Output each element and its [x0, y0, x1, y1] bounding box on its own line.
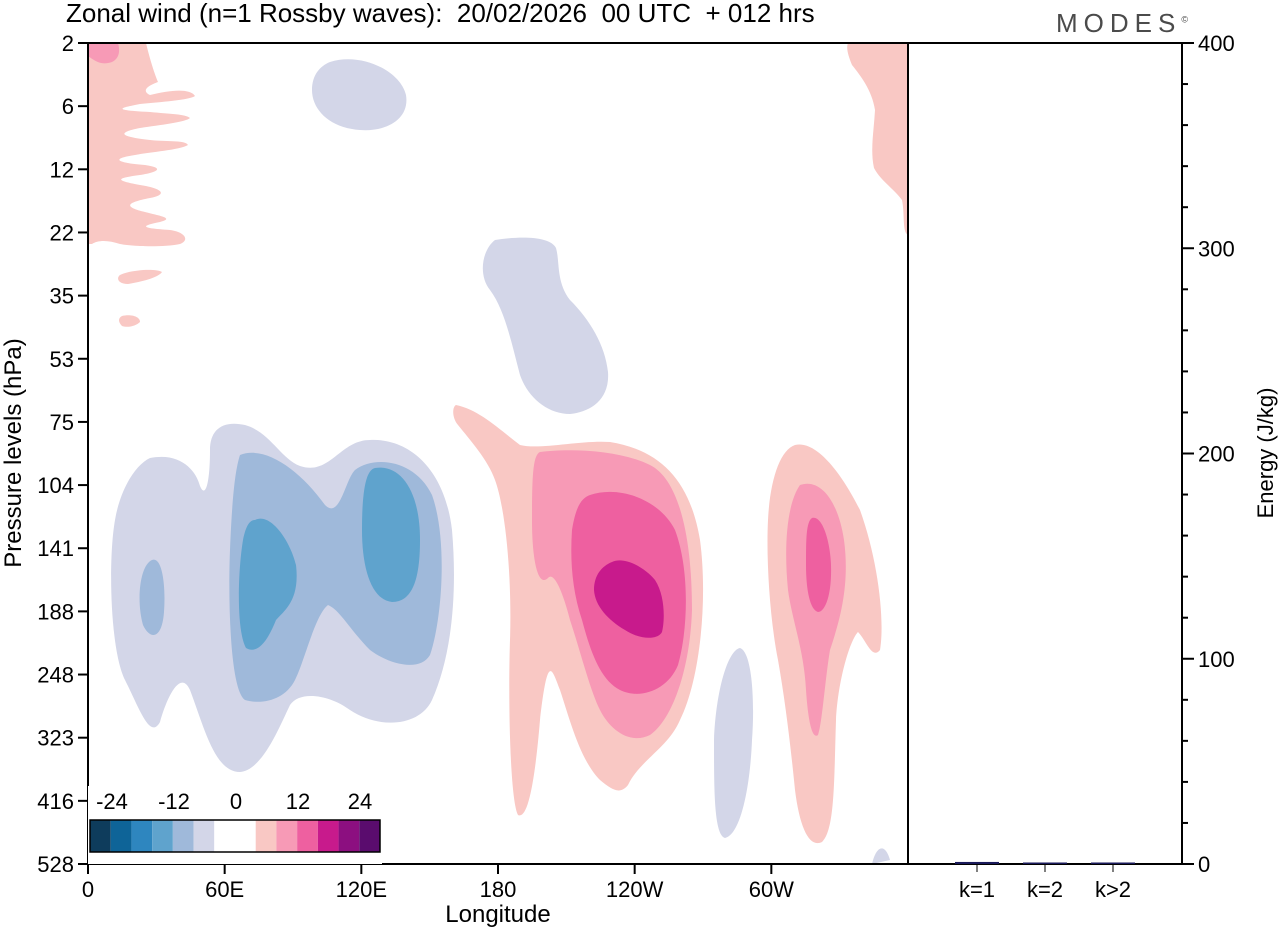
colorbar-cell: [131, 820, 153, 852]
colorbar-label: 24: [348, 789, 372, 814]
colorbar-cell: [338, 820, 360, 852]
colorbar-label: 0: [230, 789, 242, 814]
colorbar-cell: [359, 820, 380, 852]
x-tick-label: 180: [480, 877, 517, 902]
colorbar-label: -12: [158, 789, 190, 814]
y-tick-label: 188: [37, 599, 74, 624]
y-tick-label: 323: [37, 726, 74, 751]
contour-neg-35E-l2: [139, 559, 165, 635]
y-tick-label: 416: [37, 789, 74, 814]
y-axis: 2 6 12 22 35 53 75 104 141 188 248 323 416 528: [37, 31, 88, 877]
y-tick-label: 6: [62, 94, 74, 119]
x-axis-label: Longitude: [445, 901, 550, 928]
contour-pos-strat-l2: [88, 43, 120, 64]
y-axis-label: Pressure levels (hPa): [0, 338, 27, 567]
contour-neg-upper-dateline: [482, 237, 609, 414]
energy-category-label: k=1: [959, 877, 995, 902]
contour-pos-strat-small2: [119, 315, 140, 327]
energy-tick-label: 100: [1198, 647, 1235, 672]
colorbar-frame: [89, 819, 381, 853]
x-axis: 0 60E 120E 180 120W 60W: [82, 864, 794, 902]
energy-tick-label: 200: [1198, 442, 1235, 467]
energy-bar: [955, 861, 999, 864]
x-tick-label: 120E: [336, 877, 387, 902]
contour-pos-west-l3: [806, 517, 832, 612]
colorbar-label: 12: [286, 789, 310, 814]
contour-neg-130E-l3: [362, 467, 420, 602]
energy-category-label: k=2: [1027, 877, 1063, 902]
energy-bar: [1091, 862, 1135, 864]
energy-panel: 0 100 200 300 400 k=1 k=2 k>2 Energy (J/kg): [908, 31, 1278, 902]
energy-axis-label: Energy (J/kg): [1253, 388, 1278, 519]
y-tick-label: 2: [62, 31, 74, 56]
colorbar-cell: [172, 820, 194, 852]
y-tick-label: 12: [50, 157, 74, 182]
colorbar-cell: [193, 820, 215, 852]
chart-title: Zonal wind (n=1 Rossby waves): 20/02/202…: [66, 0, 815, 28]
colorbar-cell: [110, 820, 132, 852]
contour-pos-east-l4: [594, 560, 664, 638]
y-tick-label: 104: [37, 473, 74, 498]
colorbar-cell: [152, 820, 173, 852]
y-tick-label: 248: [37, 663, 74, 688]
x-tick-label: 0: [82, 877, 94, 902]
y-tick-label: 22: [50, 220, 74, 245]
y-tick-label: 528: [37, 852, 74, 877]
colorbar-cell: [90, 820, 111, 852]
y-tick-label: 141: [37, 536, 74, 561]
logo-copyright-mark: ©: [1181, 14, 1188, 25]
colorbar-cell: [276, 820, 298, 852]
y-tick-label: 53: [50, 347, 74, 372]
energy-tick-label: 300: [1198, 236, 1235, 261]
x-tick-label: 120W: [606, 877, 664, 902]
colorbar-cell: [255, 820, 277, 852]
contour-pos-strat-east: [847, 43, 908, 235]
colorbar-cell: [297, 820, 318, 852]
contour-neg-70E-l3: [238, 518, 297, 650]
contour-neg-bottom-20W: [872, 848, 890, 864]
logo-text: MODES: [1056, 8, 1182, 38]
y-tick-label: 75: [50, 410, 74, 435]
energy-tick-label: 0: [1198, 852, 1210, 877]
colorbar-cell: [214, 820, 235, 852]
contour-neg-lower-60W: [714, 648, 754, 838]
contour-pos-strat-small1: [118, 269, 162, 284]
x-tick-label: 60W: [749, 877, 794, 902]
contour-field: [88, 43, 908, 864]
colorbar-cell: [235, 820, 256, 852]
modes-logo: MODES©: [1056, 8, 1188, 39]
x-tick-label: 60E: [205, 877, 244, 902]
energy-tick-label: 400: [1198, 31, 1235, 56]
y-tick-label: 35: [50, 284, 74, 309]
colorbar: -24 -12 0 12 24: [88, 786, 382, 864]
energy-bar: [1023, 862, 1067, 864]
contour-pos-strat-l1: [88, 43, 195, 247]
colorbar-cell: [317, 820, 339, 852]
colorbar-label: -24: [96, 789, 128, 814]
energy-category-label: k>2: [1095, 877, 1131, 902]
contour-neg-upper-150E: [312, 59, 407, 131]
